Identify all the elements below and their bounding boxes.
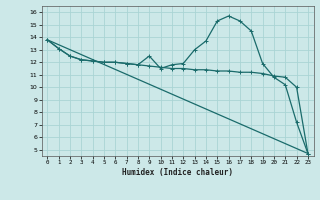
X-axis label: Humidex (Indice chaleur): Humidex (Indice chaleur): [122, 168, 233, 177]
